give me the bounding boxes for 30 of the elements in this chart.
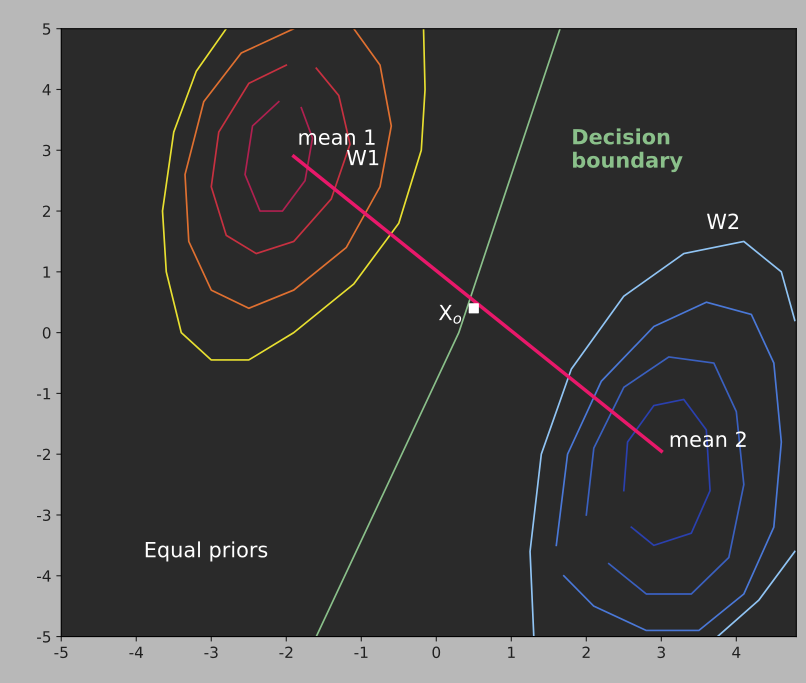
annotation: Equal priors — [146, 541, 268, 562]
y-tick-label: -1 — [37, 388, 50, 400]
y-tick-label: 1 — [43, 266, 50, 278]
x-tick-label: 2 — [582, 646, 590, 658]
y-tick-label: -3 — [37, 509, 50, 522]
x-tick-label: -1 — [354, 646, 368, 658]
line-series — [555, 301, 782, 632]
annotation: X$_{o}$ — [439, 304, 462, 324]
x-tick-label: 3 — [658, 646, 665, 658]
annotation: W2 — [707, 213, 738, 229]
y-tick-label: 2 — [42, 206, 50, 217]
y-tick-label: -5 — [37, 631, 50, 643]
x-tick-label: 0 — [432, 646, 440, 658]
x-tick-label: -5 — [54, 646, 68, 658]
y-tick-label: 3 — [42, 144, 50, 156]
x-tick-label: -4 — [129, 646, 144, 658]
x-tick-label: -2 — [279, 646, 292, 658]
y-tick-label: -4 — [37, 570, 51, 582]
y-tick-label: 0 — [42, 327, 51, 339]
line-series — [162, 28, 426, 361]
x-tick-label: -3 — [204, 646, 218, 658]
x-tick-label: 4 — [732, 646, 740, 658]
line-series — [585, 356, 745, 595]
y-tick-label: -2 — [37, 448, 50, 460]
x-tick-label: 1 — [508, 646, 515, 658]
y-tick-label: 4 — [42, 84, 51, 96]
y-tick-label: 5 — [42, 23, 50, 35]
text: Decision boundary — [573, 128, 683, 172]
line-series — [184, 28, 392, 310]
annotation: W1 — [346, 150, 378, 166]
